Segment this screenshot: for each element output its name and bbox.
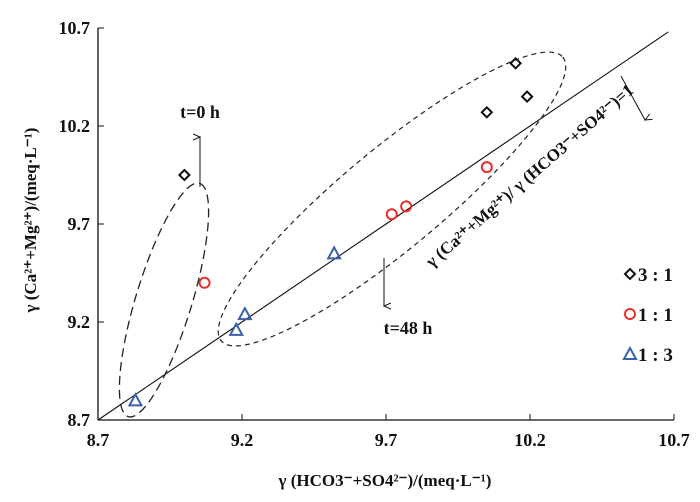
legend-label: 1 : 3	[638, 345, 673, 366]
reference-line-label: γ (Ca²⁺+Mg²⁺)/ γ (HCO3⁻+SO4²⁻)=1	[421, 81, 637, 272]
data-point-circle	[480, 161, 493, 174]
x-tick-label: 9.2	[231, 430, 254, 450]
data-point-triangle	[326, 245, 342, 260]
x-axis-label: γ (HCO3⁻+SO4²⁻)/(meq·L⁻¹)	[278, 471, 492, 490]
legend-label: 3 : 1	[638, 265, 673, 286]
data-point-diamond	[520, 90, 534, 104]
reference-line	[97, 31, 669, 421]
data-point-triangle	[237, 306, 253, 321]
y-tick-label: 9.2	[68, 312, 91, 332]
t0-group-ellipse	[118, 182, 210, 418]
legend-label: 1 : 1	[638, 305, 673, 326]
annotation-t48: t=48 h	[384, 318, 433, 338]
x-tick-label: 8.7	[87, 430, 110, 450]
data-point-circle	[400, 200, 413, 213]
y-axis-label: γ (Ca²⁺+Mg²⁺)/(meq·L⁻¹)	[21, 128, 40, 314]
data-point-diamond	[480, 105, 494, 119]
y-tick-label: 10.7	[59, 18, 91, 38]
ratio-line-arrow	[620, 75, 645, 120]
x-tick-label: 10.2	[514, 430, 546, 450]
y-tick-label: 8.7	[68, 410, 91, 430]
data-point-triangle	[228, 321, 244, 336]
data-point-circle	[198, 276, 211, 289]
y-tick-label: 9.7	[68, 214, 91, 234]
legend-marker-diamond	[623, 267, 637, 281]
y-tick-label: 10.2	[59, 116, 91, 136]
annotation-t0: t=0 h	[180, 102, 220, 122]
data-point-diamond	[177, 168, 191, 182]
x-tick-label: 10.7	[658, 430, 690, 450]
t48-group-ellipse	[217, 51, 567, 347]
legend-marker-circle	[624, 308, 636, 320]
data-point-triangle	[127, 392, 144, 407]
data-point-diamond	[509, 56, 523, 70]
legend-marker-triangle	[622, 345, 638, 360]
data-point-circle	[385, 208, 398, 221]
x-tick-label: 9.7	[375, 430, 398, 450]
